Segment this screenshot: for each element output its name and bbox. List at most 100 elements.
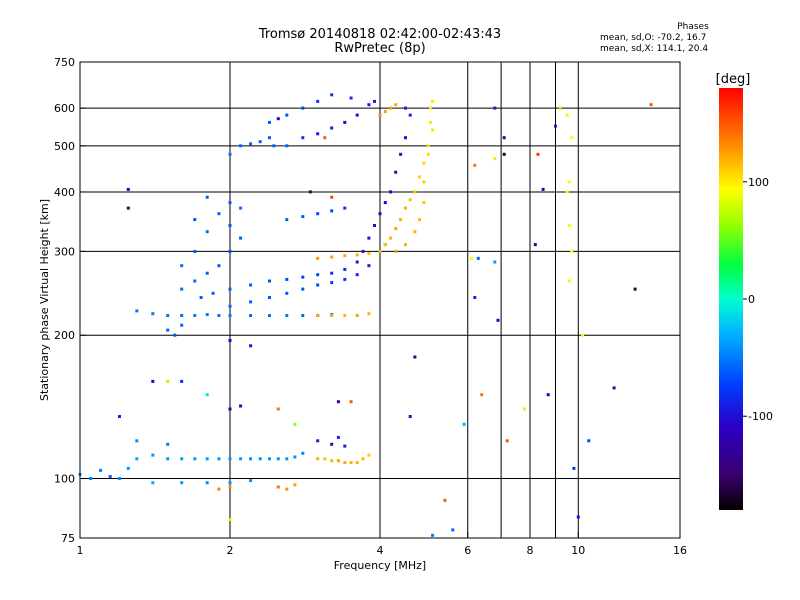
data-point-o [285, 277, 289, 281]
data-point-o [316, 273, 320, 277]
data-point-scattered [462, 422, 466, 426]
data-point-x [349, 461, 353, 465]
data-point-scattered [126, 187, 130, 191]
data-point-scattered [443, 498, 447, 502]
data-point-o [367, 103, 371, 107]
data-point-o [180, 264, 184, 268]
data-point-x [394, 227, 398, 231]
data-points [78, 93, 653, 537]
data-point-o [408, 113, 412, 117]
data-point-o [180, 287, 184, 291]
data-point-x [293, 483, 297, 487]
data-point-o [135, 439, 139, 443]
data-point-o [180, 457, 184, 461]
data-point-o [173, 333, 177, 337]
data-point-x [355, 253, 359, 257]
data-point-scattered [572, 466, 576, 470]
data-point-o [301, 287, 305, 291]
data-point-o [268, 314, 271, 317]
data-point-x [367, 453, 371, 457]
data-point-scattered [336, 400, 340, 404]
phase-x-stats: mean, sd,X: 114.1, 20.4 [600, 44, 709, 54]
data-point-o [166, 442, 170, 446]
data-point-o [355, 273, 359, 277]
data-point-x [431, 128, 435, 132]
data-point-o [330, 126, 334, 130]
colorbar-ticks: 100 0 -100 [743, 176, 773, 423]
data-point-x [367, 252, 371, 255]
data-point-scattered [649, 103, 653, 107]
data-point-x [413, 230, 417, 234]
data-point-x [285, 487, 289, 491]
data-point-x [316, 457, 320, 461]
data-point-o [249, 283, 253, 287]
data-point-scattered [228, 518, 232, 522]
data-point-o [166, 314, 170, 317]
data-point-scattered [473, 163, 477, 167]
data-point-o [268, 120, 271, 124]
x-tick-label: 6 [464, 544, 471, 557]
data-point-o [249, 457, 253, 461]
data-point-o [205, 313, 209, 317]
y-tick-label: 100 [54, 473, 75, 486]
data-point-o [193, 218, 197, 222]
x-tick-label: 16 [673, 544, 687, 557]
data-point-scattered [276, 407, 280, 411]
data-point-o [239, 457, 243, 461]
data-point-x [422, 180, 426, 184]
data-point-o [355, 113, 359, 117]
data-point-o [258, 140, 262, 144]
data-point-scattered [496, 318, 500, 322]
data-point-scattered [166, 379, 170, 383]
data-point-scattered [558, 106, 562, 110]
data-point-scattered [469, 256, 473, 260]
data-point-o [228, 407, 232, 411]
data-point-o [285, 457, 289, 461]
data-point-o [373, 224, 376, 227]
data-point-o [193, 279, 197, 283]
data-point-x [276, 485, 280, 489]
data-point-x [355, 314, 359, 317]
x-axis-label: Frequency [MHz] [334, 559, 426, 572]
data-point-scattered [451, 528, 455, 532]
y-tick-label: 300 [54, 245, 75, 258]
data-point-scattered [330, 195, 334, 199]
colorbar-unit-label: [deg] [716, 72, 751, 87]
data-point-o [180, 323, 184, 327]
data-point-o [193, 457, 197, 461]
data-point-x [330, 459, 334, 463]
data-point-o [193, 249, 197, 253]
data-point-o [268, 296, 271, 299]
data-point-o [301, 451, 305, 455]
data-point-o [118, 477, 121, 480]
data-point-scattered [502, 152, 506, 156]
data-point-scattered [126, 206, 130, 210]
data-point-o [394, 170, 398, 174]
data-point-o [217, 264, 221, 268]
colorbar-tick-label: -100 [748, 410, 773, 423]
data-point-o [228, 201, 232, 205]
data-point-o [316, 439, 320, 443]
data-point-o [199, 296, 203, 299]
data-point-scattered [581, 333, 585, 337]
data-point-x [336, 459, 340, 463]
data-point-o [276, 457, 280, 461]
data-point-x [399, 218, 403, 222]
data-point-x [426, 152, 430, 156]
data-point-x [217, 487, 221, 491]
y-tick-label: 75 [61, 532, 75, 545]
data-point-o [301, 215, 305, 219]
data-point-o [151, 312, 155, 316]
data-point-x [378, 249, 382, 253]
data-point-o [166, 328, 170, 332]
data-point-o [316, 212, 320, 216]
data-point-o [249, 142, 253, 146]
data-point-o [166, 457, 170, 461]
data-point-scattered [480, 393, 484, 397]
data-point-scattered [554, 124, 557, 128]
colorbar-tick-label: 100 [748, 176, 769, 189]
data-point-o [404, 136, 407, 140]
colorbar: [deg] 100 0 -100 [716, 72, 773, 510]
data-point-o [367, 264, 371, 268]
